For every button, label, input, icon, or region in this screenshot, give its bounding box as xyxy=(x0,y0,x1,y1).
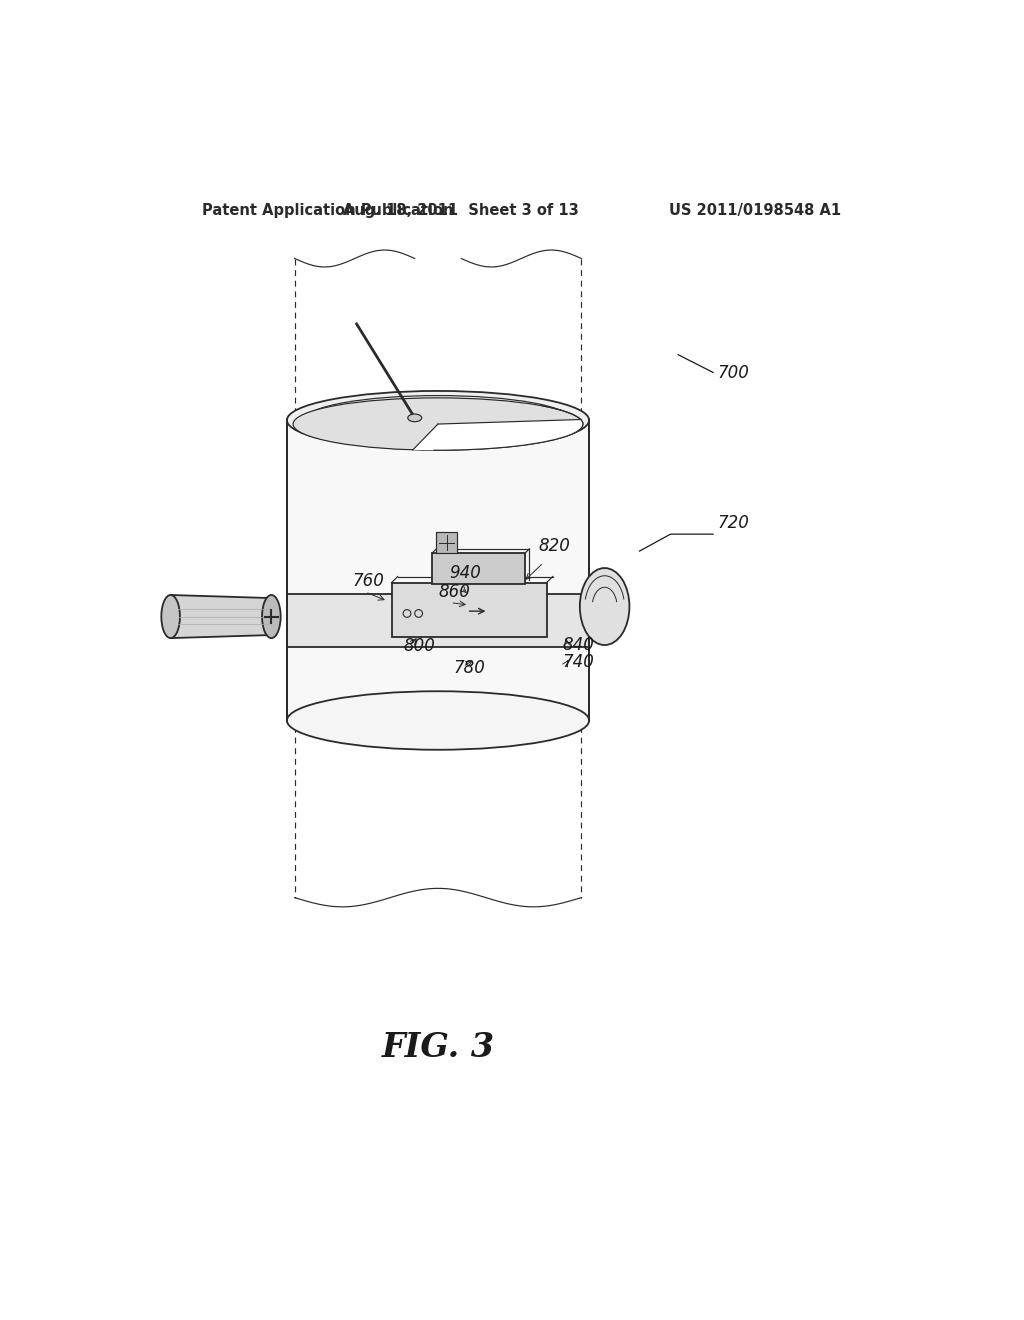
Ellipse shape xyxy=(580,568,630,645)
Text: Aug. 18, 2011  Sheet 3 of 13: Aug. 18, 2011 Sheet 3 of 13 xyxy=(343,203,580,218)
Ellipse shape xyxy=(304,396,572,445)
Text: Patent Application Publication: Patent Application Publication xyxy=(202,203,454,218)
Text: 940: 940 xyxy=(450,564,481,582)
FancyBboxPatch shape xyxy=(432,553,524,585)
Ellipse shape xyxy=(293,397,583,450)
Polygon shape xyxy=(287,594,589,647)
Text: 780: 780 xyxy=(454,659,485,677)
Text: 760: 760 xyxy=(352,572,385,590)
FancyBboxPatch shape xyxy=(435,532,458,553)
Text: 840: 840 xyxy=(562,636,594,653)
Text: FIG. 3: FIG. 3 xyxy=(381,1031,495,1064)
Ellipse shape xyxy=(408,414,422,422)
Text: US 2011/0198548 A1: US 2011/0198548 A1 xyxy=(669,203,841,218)
Polygon shape xyxy=(287,420,589,721)
Text: 800: 800 xyxy=(403,638,435,655)
Text: 700: 700 xyxy=(717,364,749,381)
Ellipse shape xyxy=(162,595,180,638)
Text: 820: 820 xyxy=(539,537,570,556)
Polygon shape xyxy=(413,420,583,450)
Ellipse shape xyxy=(287,692,589,750)
Text: 860: 860 xyxy=(438,583,470,602)
Polygon shape xyxy=(171,595,271,638)
Ellipse shape xyxy=(287,391,589,449)
Ellipse shape xyxy=(262,595,281,638)
FancyBboxPatch shape xyxy=(391,582,547,636)
Text: 740: 740 xyxy=(562,652,594,671)
Text: 720: 720 xyxy=(717,513,749,532)
